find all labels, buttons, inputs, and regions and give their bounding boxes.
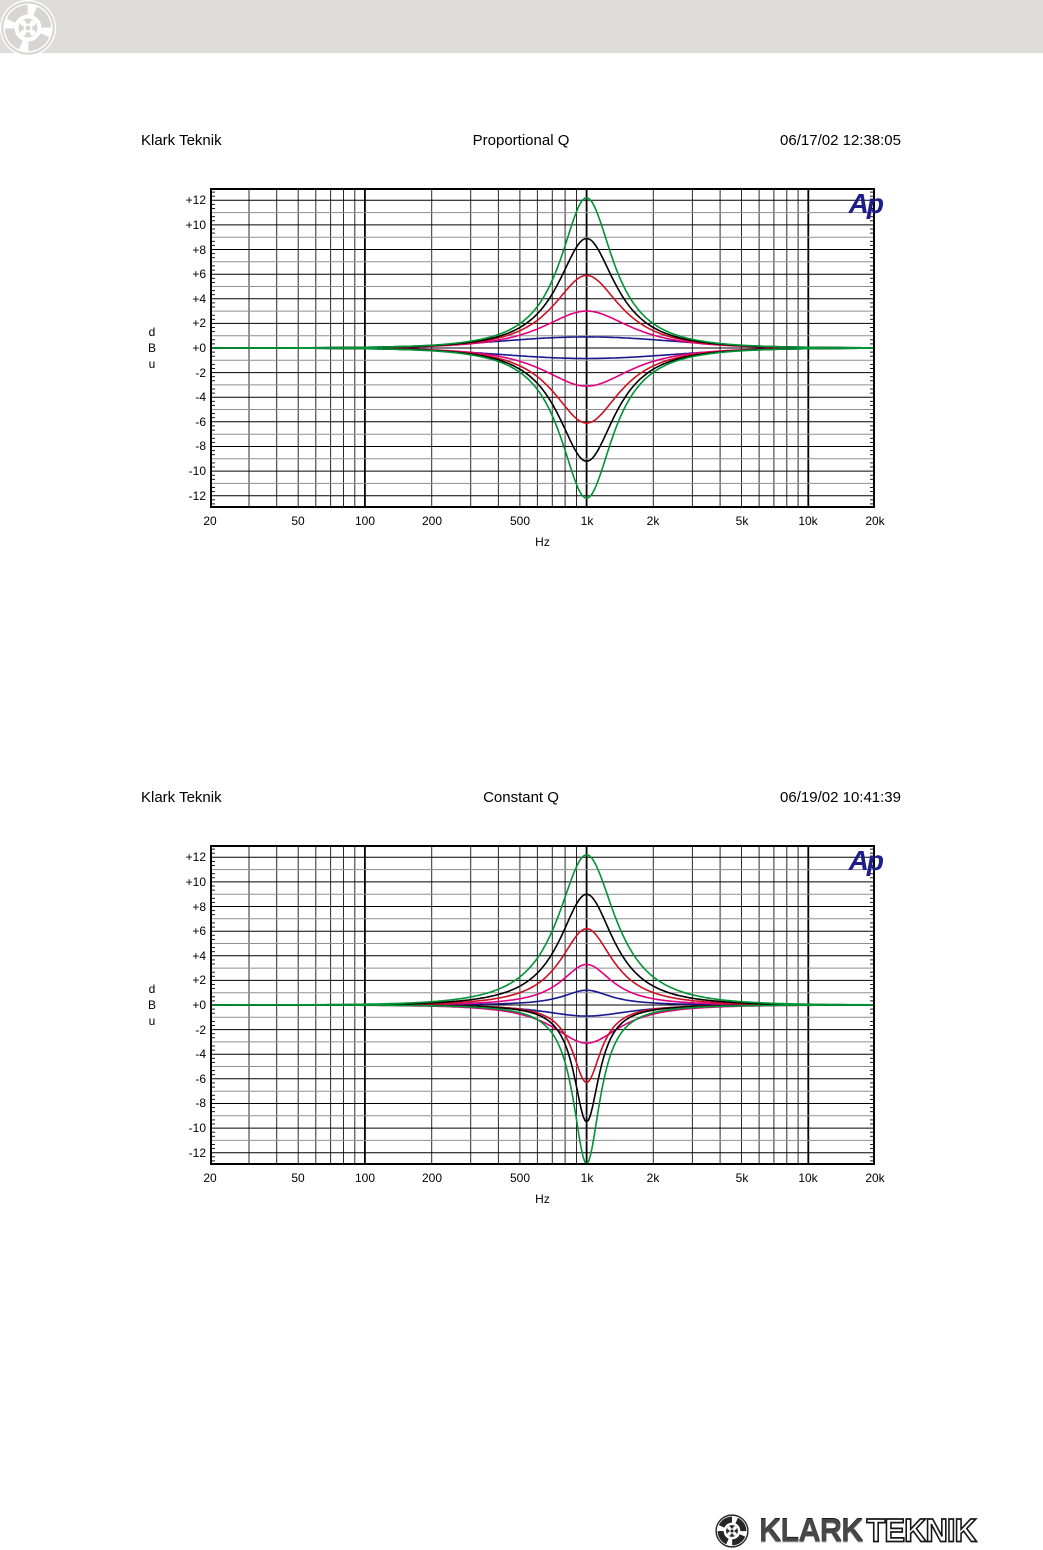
x-tick-label: 20k [865, 1171, 885, 1185]
y-tick-label: -10 [188, 464, 206, 478]
chart-constant-q: Klark Teknik Constant Q 06/19/02 10:41:3… [0, 789, 1043, 1229]
y-tick-label: +4 [192, 292, 206, 306]
x-tick-label: 50 [291, 514, 305, 528]
chart-datetime: 06/17/02 12:38:05 [780, 132, 901, 149]
chart-company: Klark Teknik [141, 789, 222, 806]
y-tick-label: +4 [192, 949, 206, 963]
x-axis-unit-label: Hz [535, 535, 550, 549]
y-tick-label: +10 [185, 875, 206, 889]
y-axis-label-char: B [147, 341, 156, 355]
y-tick-label: +0 [192, 341, 206, 355]
y-tick-label: +2 [192, 973, 206, 987]
x-tick-label: 2k [646, 1171, 660, 1185]
curve-boost-9dB [210, 237, 875, 349]
y-axis-label-char: d [148, 982, 156, 996]
y-axis-label-char: B [147, 998, 156, 1012]
chart-header: Klark Teknik Constant Q 06/19/02 10:41:3… [141, 789, 901, 809]
x-tick-label: 100 [354, 514, 376, 528]
y-tick-label: -10 [188, 1121, 206, 1135]
x-tick-label: 5k [735, 514, 749, 528]
audio-precision-logo: Ap [848, 188, 884, 219]
x-tick-label: 500 [509, 514, 531, 528]
audio-precision-logo: Ap [848, 845, 884, 876]
x-tick-label: 5k [735, 1171, 749, 1185]
x-tick-label: 20 [203, 514, 217, 528]
y-tick-label: +8 [192, 900, 206, 914]
chart-company: Klark Teknik [141, 132, 222, 149]
klark-teknik-roundel-icon [714, 1513, 750, 1549]
x-tick-label: 500 [509, 1171, 531, 1185]
x-tick-label: 1k [580, 514, 594, 528]
x-tick-label: 20k [865, 514, 885, 528]
x-tick-label: 200 [421, 1171, 443, 1185]
y-axis-label-dbu: d B u [141, 981, 163, 1029]
y-tick-label: +0 [192, 998, 206, 1012]
grid-and-curves [210, 845, 875, 1165]
curve-cut-9dB [210, 347, 875, 462]
page-header-bar [0, 0, 1043, 53]
curve-boost-12dB [210, 197, 875, 349]
y-tick-label: -2 [195, 1023, 206, 1037]
y-axis-label-char: u [148, 357, 156, 371]
y-axis-label-char: u [148, 1014, 156, 1028]
x-tick-label: 10k [798, 514, 818, 528]
y-tick-label: +6 [192, 267, 206, 281]
curve-cut-12dB [210, 347, 875, 499]
y-tick-label: -8 [195, 439, 206, 453]
y-tick-label: +12 [185, 193, 206, 207]
grid-and-curves [210, 188, 875, 508]
curve-cut-6dB [210, 347, 875, 424]
header-roundel-icon [0, 0, 57, 57]
x-tick-label: 200 [421, 514, 443, 528]
y-tick-label: -6 [195, 415, 206, 429]
y-axis-label-char: d [148, 325, 156, 339]
brand-teknik: TEKNIK [866, 1511, 978, 1549]
x-axis-unit-label: Hz [535, 1192, 550, 1206]
chart-datetime: 06/19/02 10:41:39 [780, 789, 901, 806]
y-tick-label: +6 [192, 924, 206, 938]
x-tick-label: 50 [291, 1171, 305, 1185]
x-tick-label: 10k [798, 1171, 818, 1185]
y-tick-label: -4 [195, 390, 206, 404]
y-tick-label: -8 [195, 1096, 206, 1110]
y-tick-label: +12 [185, 850, 206, 864]
curve-cut-12dB [210, 1004, 875, 1165]
y-tick-label: -12 [188, 1146, 206, 1160]
x-tick-label: 20 [203, 1171, 217, 1185]
chart-proportional-q: Klark Teknik Proportional Q 06/17/02 12:… [0, 132, 1043, 572]
chart-title: Proportional Q [472, 132, 570, 149]
chart-title: Constant Q [483, 789, 559, 806]
y-tick-label: +2 [192, 316, 206, 330]
y-tick-label: -12 [188, 489, 206, 503]
y-tick-label: -4 [195, 1047, 206, 1061]
y-tick-label: -6 [195, 1072, 206, 1086]
brand-klark: KLARK [759, 1512, 863, 1549]
chart-header: Klark Teknik Proportional Q 06/17/02 12:… [141, 132, 901, 152]
plot-area: Ap [210, 188, 884, 508]
y-tick-label: +10 [185, 218, 206, 232]
x-tick-label: 100 [354, 1171, 376, 1185]
x-tick-label: 1k [580, 1171, 594, 1185]
y-tick-label: -2 [195, 366, 206, 380]
curve-boost-12dB [210, 854, 875, 1006]
y-tick-label: +8 [192, 243, 206, 257]
plot-area: Ap [210, 845, 884, 1165]
klark-teknik-logo: KLARK TEKNIK [714, 1511, 978, 1550]
y-axis-label-dbu: d B u [141, 324, 163, 372]
curve-boost-3dB [210, 963, 875, 1006]
x-tick-label: 2k [646, 514, 660, 528]
